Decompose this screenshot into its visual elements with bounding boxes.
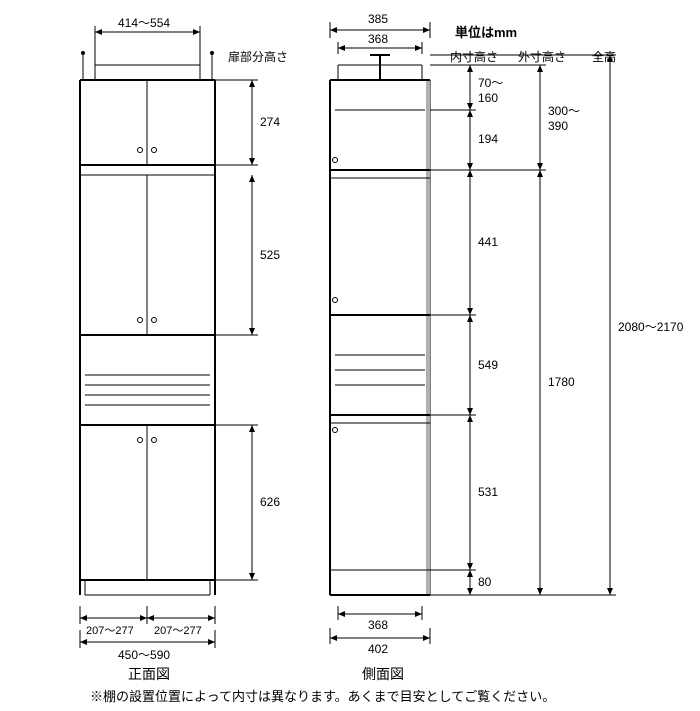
side-outer-h2: 1780 [548, 375, 575, 389]
side-inner-h4: 549 [478, 358, 498, 372]
front-h3: 626 [260, 495, 280, 509]
footnote: ※棚の設置位置によって内寸は異なります。あくまで目安としてご覧ください。 [90, 686, 555, 705]
front-h1: 274 [260, 115, 280, 129]
diagram-svg [0, 0, 700, 711]
side-inner-bottom-width: 368 [368, 618, 388, 632]
front-door-left: 207～277 [86, 622, 134, 638]
side-total-h: 2080～2170 [618, 318, 683, 335]
front-h2: 525 [260, 248, 280, 262]
side-inner-h6: 80 [478, 575, 491, 589]
side-inner-h3: 441 [478, 235, 498, 249]
header-door-height: 扉部分高さ [228, 48, 288, 65]
side-top-width: 385 [368, 12, 388, 26]
header-inner-height: 内寸高さ [450, 48, 498, 65]
side-inner-h5: 531 [478, 485, 498, 499]
front-top-width: 414～554 [118, 14, 170, 31]
front-title: 正面図 [128, 664, 170, 684]
front-door-right: 207～277 [154, 622, 202, 638]
side-bottom-width: 402 [368, 642, 388, 656]
header-outer-height: 外寸高さ [518, 48, 566, 65]
side-outer-h1: 300～ 390 [548, 102, 580, 133]
side-title: 側面図 [362, 664, 404, 684]
side-inner-top-width: 368 [368, 32, 388, 46]
header-total-height: 全高 [592, 48, 616, 65]
front-bottom-width: 450～590 [118, 646, 170, 663]
side-inner-h2: 194 [478, 132, 498, 146]
unit-label: 単位はmm [455, 22, 517, 41]
side-inner-h1: 70～ 160 [478, 74, 503, 105]
